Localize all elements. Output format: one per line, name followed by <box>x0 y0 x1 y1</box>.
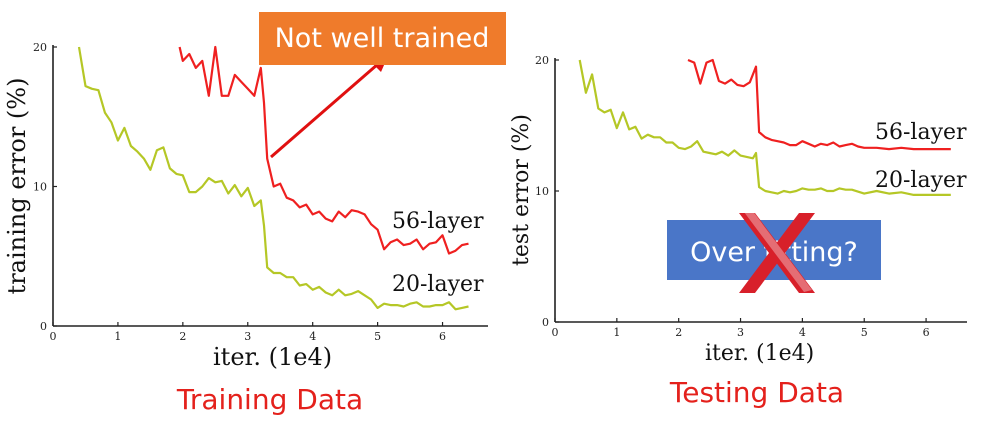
y-tick-label: 0 <box>542 316 549 329</box>
right-56-layer-label: 56-layer <box>875 120 967 145</box>
left-y-axis-label: training error (%) <box>3 78 31 295</box>
right-56-layer-line <box>687 58 951 151</box>
right-20-layer-line <box>578 59 951 196</box>
testing-data-caption: Testing Data <box>669 376 844 409</box>
x-tick-label: 1 <box>114 330 121 343</box>
left-56-layer-line <box>178 45 469 255</box>
y-tick-label: 10 <box>33 181 47 194</box>
left-56-layer-label: 56-layer <box>392 209 484 234</box>
test-error-chart: test error (%) 0 1 2 3 4 5 6 0 10 20 56-layer 20-… <box>509 54 967 366</box>
x-tick-label: 3 <box>737 326 744 339</box>
left-20-layer-line <box>77 46 469 311</box>
overfitting-box: Over fitting? <box>667 210 881 293</box>
training-error-chart: training error (%) 0 1 2 3 4 5 6 0 10 20 56-layer… <box>3 41 488 371</box>
left-20-layer-label: 20-layer <box>392 272 484 297</box>
y-tick-label: 20 <box>33 41 47 54</box>
callout-arrow <box>270 56 388 159</box>
x-tick-label: 3 <box>244 330 251 343</box>
left-ticks: 0 1 2 3 4 5 6 0 10 20 <box>33 41 446 343</box>
x-tick-label: 6 <box>923 326 930 339</box>
y-tick-label: 20 <box>535 54 549 67</box>
x-tick-label: 1 <box>613 326 620 339</box>
x-tick-label: 2 <box>675 326 682 339</box>
x-tick-label: 2 <box>179 330 186 343</box>
red-x-icon <box>739 210 815 293</box>
not-well-trained-callout: Not well trained <box>259 12 506 65</box>
right-20-layer-label: 20-layer <box>875 168 967 193</box>
x-tick-label: 0 <box>50 330 57 343</box>
x-tick-label: 0 <box>552 326 559 339</box>
y-tick-label: 10 <box>535 185 549 198</box>
right-y-axis-label: test error (%) <box>509 114 534 266</box>
callout-text: Not well trained <box>275 23 490 54</box>
right-x-axis-label: iter. (1e4) <box>705 341 814 366</box>
y-tick-label: 0 <box>40 320 47 333</box>
x-tick-label: 5 <box>374 330 381 343</box>
right-ticks: 0 1 2 3 4 5 6 0 10 20 <box>535 54 930 339</box>
x-tick-label: 5 <box>861 326 868 339</box>
left-x-axis-label: iter. (1e4) <box>213 343 332 371</box>
training-data-caption: Training Data <box>176 383 363 416</box>
x-tick-label: 4 <box>799 326 806 339</box>
x-tick-label: 6 <box>439 330 446 343</box>
x-tick-label: 4 <box>309 330 316 343</box>
